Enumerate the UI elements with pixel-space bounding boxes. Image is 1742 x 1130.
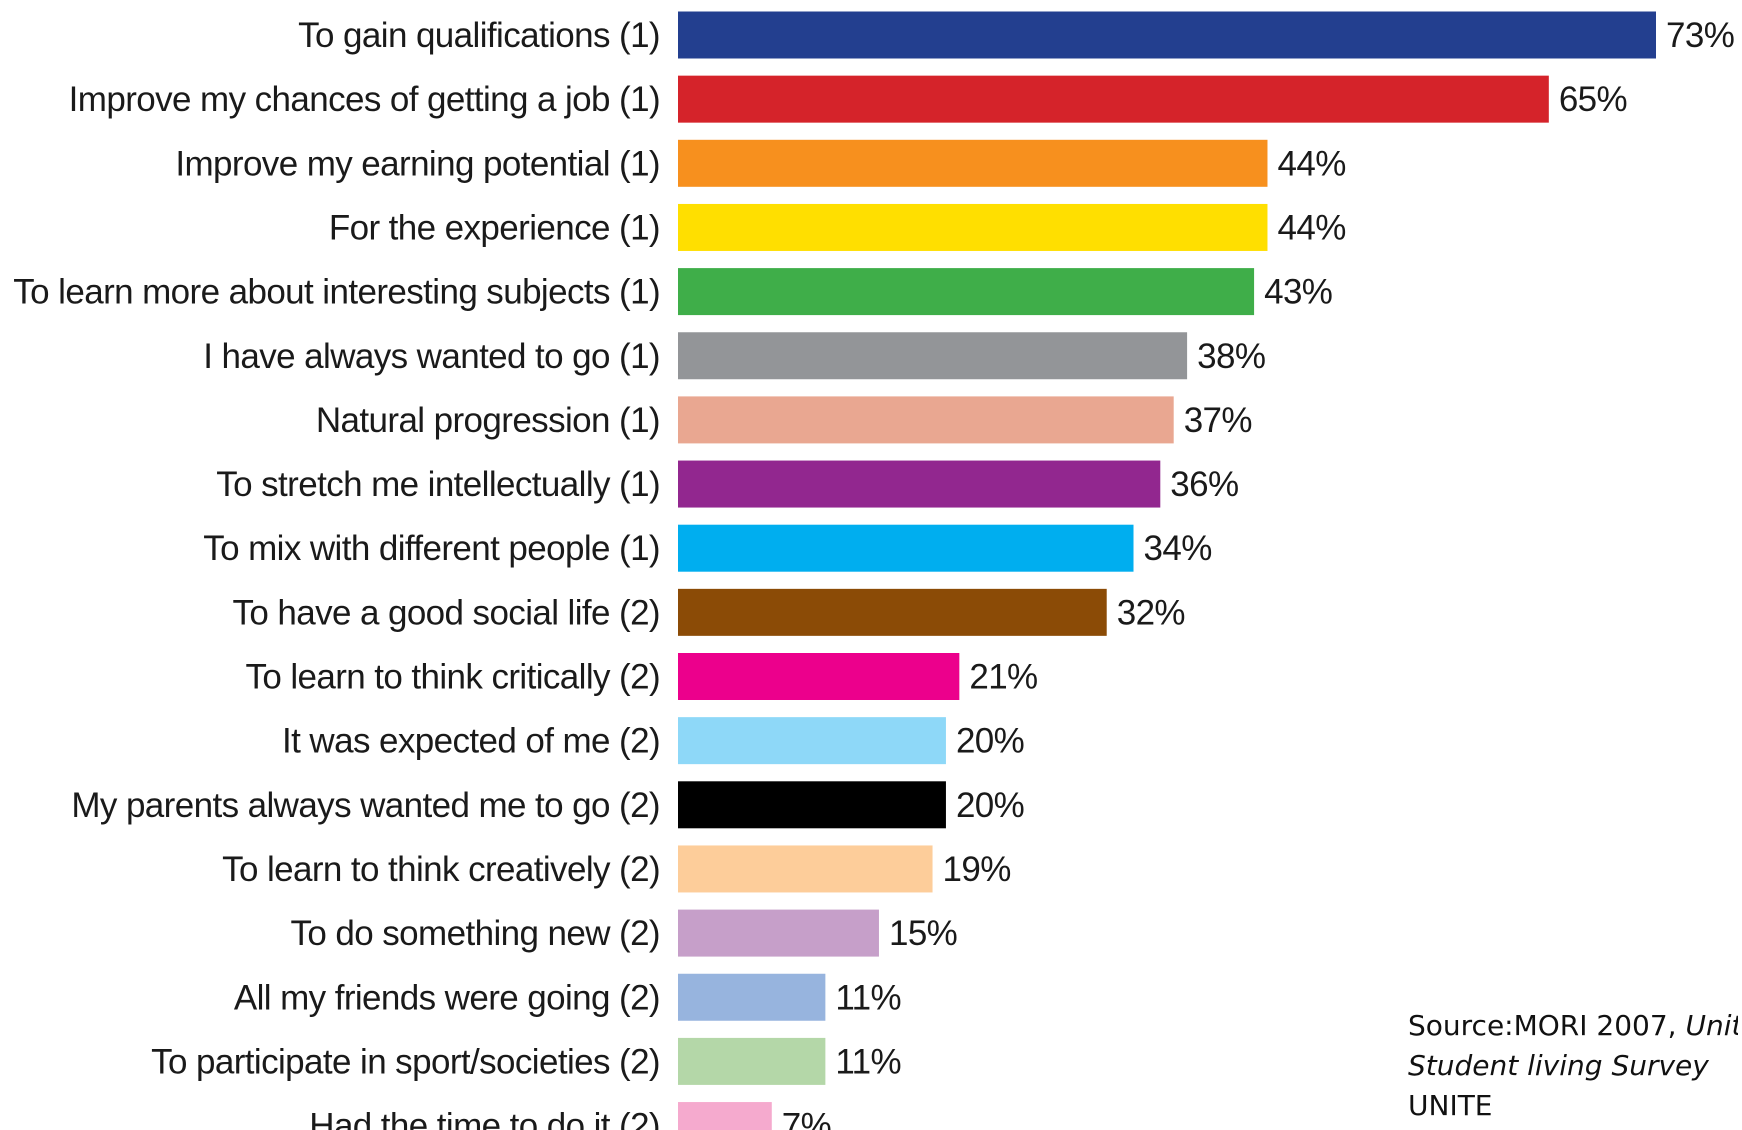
source-title-line2: Student living Survey (1408, 1049, 1709, 1082)
bar-had-the-time-to-do-it-2 (678, 1102, 772, 1130)
value-label-for-the-experience-1: 44% (1277, 208, 1345, 247)
category-label-to-learn-to-think-critically-2: To learn to think critically (2) (245, 658, 660, 697)
value-label-natural-progression-1: 37% (1184, 401, 1252, 440)
bar-to-mix-with-different-people-1 (678, 524, 1134, 572)
bar-to-learn-to-think-critically-2 (678, 653, 960, 700)
bar-my-parents-always-wanted-me-to-go-2 (678, 781, 946, 829)
value-label-to-do-something-new-2: 15% (889, 914, 957, 953)
category-label-to-learn-to-think-creatively-2: To learn to think creatively (2) (222, 850, 660, 889)
bar-to-do-something-new-2 (678, 909, 879, 957)
value-label-to-stretch-me-intellectually-1: 36% (1170, 465, 1238, 504)
bar-to-gain-qualifications-1 (678, 11, 1656, 59)
bar-to-participate-in-sport-societies-2 (678, 1037, 826, 1085)
bars (678, 11, 1656, 1130)
category-label-it-was-expected-of-me-2: It was expected of me (2) (282, 722, 660, 761)
category-label-my-parents-always-wanted-me-to-go-2: My parents always wanted me to go (2) (71, 786, 660, 825)
source-publisher: UNITE (1408, 1089, 1493, 1122)
category-label-for-the-experience-1: For the experience (1) (329, 208, 660, 247)
category-label-to-mix-with-different-people-1: To mix with different people (1) (203, 529, 660, 568)
category-label-to-have-a-good-social-life-2: To have a good social life (2) (232, 593, 660, 632)
bar-to-stretch-me-intellectually-1 (678, 460, 1161, 508)
value-label-i-have-always-wanted-to-go-1: 38% (1197, 337, 1265, 376)
bar-to-learn-to-think-creatively-2 (678, 845, 933, 893)
source-prefix: Source:MORI 2007, (1408, 1009, 1686, 1042)
value-label-to-learn-to-think-critically-2: 21% (969, 658, 1037, 697)
category-label-to-stretch-me-intellectually-1: To stretch me intellectually (1) (216, 465, 660, 504)
category-label-improve-my-chances-of-getting-a-job-1: Improve my chances of getting a job (1) (69, 80, 660, 119)
category-label-natural-progression-1: Natural progression (1) (316, 401, 660, 440)
bar-improve-my-earning-potential-1 (678, 139, 1268, 187)
bar-all-my-friends-were-going-2 (678, 973, 826, 1021)
category-labels: To gain qualifications (1) Improve my cha… (13, 16, 660, 1130)
value-label-to-gain-qualifications-1: 73% (1666, 16, 1734, 55)
category-label-i-have-always-wanted-to-go-1: I have always wanted to go (1) (203, 337, 660, 376)
category-label-improve-my-earning-potential-1: Improve my earning potential (1) (175, 144, 660, 183)
bar-it-was-expected-of-me-2 (678, 717, 946, 765)
value-labels: 73% 65% 44% 44% 43% 38% 37% 36% 34% 32% 21% 20% 20% 1… (782, 16, 1735, 1130)
value-label-had-the-time-to-do-it-2: 7% (782, 1107, 831, 1130)
value-label-to-learn-more-about-interesting-subjects-1: 43% (1264, 273, 1332, 312)
category-label-had-the-time-to-do-it-2: Had the time to do it (2) (309, 1107, 660, 1130)
bar-to-learn-more-about-interesting-subjects-1 (678, 268, 1255, 316)
category-label-to-do-something-new-2: To do something new (2) (291, 914, 660, 953)
value-label-my-parents-always-wanted-me-to-go-2: 20% (956, 786, 1024, 825)
bar-to-have-a-good-social-life-2 (678, 588, 1107, 636)
value-label-improve-my-earning-potential-1: 44% (1277, 144, 1345, 183)
bar-natural-progression-1 (678, 396, 1174, 444)
category-label-to-learn-more-about-interesting-subjects-1: To learn more about interesting subjects… (13, 273, 660, 312)
value-label-to-learn-to-think-creatively-2: 19% (943, 850, 1011, 889)
bar-for-the-experience-1 (678, 203, 1268, 251)
bar-improve-my-chances-of-getting-a-job-1 (678, 75, 1549, 123)
value-label-to-mix-with-different-people-1: 34% (1144, 529, 1212, 568)
bar-i-have-always-wanted-to-go-1 (678, 332, 1188, 380)
value-label-to-have-a-good-social-life-2: 32% (1117, 593, 1185, 632)
source-title-line1: Unite (1685, 1009, 1738, 1042)
category-label-all-my-friends-were-going-2: All my friends were going (2) (234, 978, 660, 1017)
value-label-to-participate-in-sport-societies-2: 11% (835, 1042, 901, 1081)
source-note: Source:MORI 2007, Unite Student living Su… (1408, 1006, 1738, 1126)
category-label-to-gain-qualifications-1: To gain qualifications (1) (298, 16, 660, 55)
value-label-it-was-expected-of-me-2: 20% (956, 722, 1024, 761)
value-label-all-my-friends-were-going-2: 11% (835, 978, 901, 1017)
value-label-improve-my-chances-of-getting-a-job-1: 65% (1559, 80, 1627, 119)
category-label-to-participate-in-sport-societies-2: To participate in sport/societies (2) (151, 1042, 660, 1081)
